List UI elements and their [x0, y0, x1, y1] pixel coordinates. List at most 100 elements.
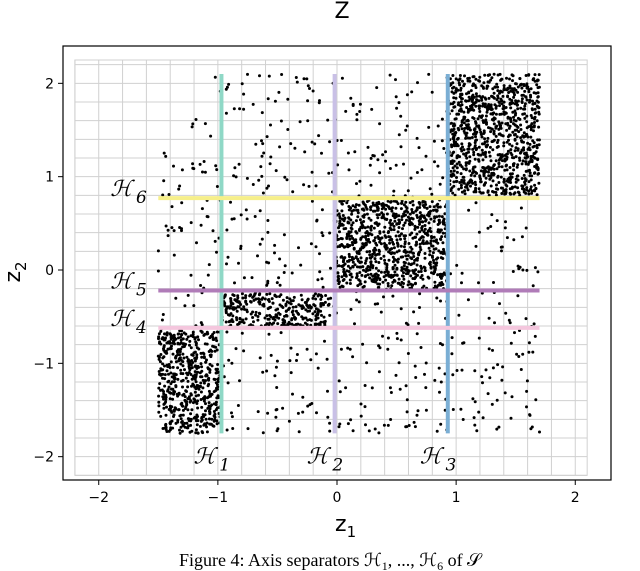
scatter-point	[316, 278, 320, 282]
dense-point-3	[351, 243, 355, 247]
dense-point-1	[183, 368, 186, 372]
scatter-point	[487, 96, 491, 100]
scatter-point	[260, 174, 264, 178]
scatter-point	[302, 77, 306, 81]
scatter-point	[280, 73, 284, 76]
dense-point-4	[524, 191, 528, 195]
dense-point-1	[163, 384, 167, 388]
dense-point-3	[367, 216, 371, 220]
scatter-point	[302, 183, 306, 187]
scatter-point	[409, 176, 413, 180]
scatter-point	[225, 330, 229, 334]
dense-point-4	[513, 185, 517, 189]
dense-point-2	[229, 297, 233, 300]
scatter-point	[517, 267, 521, 271]
dense-point-1	[200, 369, 204, 373]
scatter-point	[376, 302, 380, 306]
dense-point-1	[204, 402, 207, 406]
dense-point-3	[420, 220, 424, 224]
dense-point-1	[215, 368, 219, 372]
scatter-point	[278, 257, 282, 261]
dense-point-1	[190, 429, 194, 433]
dense-point-3	[341, 214, 345, 217]
dense-point-4	[530, 189, 534, 193]
scatter-point	[336, 163, 340, 167]
dense-point-4	[519, 83, 523, 86]
dense-point-4	[459, 172, 463, 176]
scatter-point	[358, 110, 362, 113]
dense-point-2	[279, 293, 283, 297]
dense-point-1	[167, 385, 171, 389]
dense-point-4	[531, 139, 535, 143]
scatter-point	[455, 263, 459, 267]
scatter-point	[515, 352, 519, 356]
dense-point-4	[492, 167, 496, 171]
dense-point-4	[485, 139, 489, 143]
dense-point-3	[436, 273, 440, 277]
dense-point-2	[291, 313, 295, 317]
scatter-point	[397, 361, 401, 365]
dense-point-4	[528, 171, 532, 175]
dense-point-1	[188, 400, 192, 404]
dense-point-4	[530, 160, 534, 164]
scatter-point	[417, 146, 421, 150]
dense-point-4	[488, 154, 492, 158]
dense-point-3	[350, 223, 354, 227]
dense-point-3	[429, 266, 433, 270]
scatter-point	[238, 379, 241, 383]
dense-point-4	[492, 132, 496, 136]
dense-point-4	[453, 164, 457, 168]
dense-point-2	[271, 301, 275, 305]
scatter-point	[462, 341, 466, 345]
dense-point-3	[429, 217, 433, 221]
scatter-point	[211, 229, 215, 233]
dense-point-4	[511, 79, 514, 83]
dense-point-4	[495, 183, 498, 187]
scatter-point	[460, 368, 464, 372]
scatter-point	[275, 359, 279, 363]
dense-point-4	[536, 86, 540, 90]
scatter-point	[278, 283, 282, 287]
dense-point-1	[184, 376, 188, 380]
dense-point-4	[510, 73, 514, 77]
dense-point-3	[393, 257, 396, 261]
dense-point-4	[450, 90, 454, 94]
dense-point-4	[537, 125, 541, 129]
dense-point-2	[284, 304, 288, 307]
dense-point-3	[421, 204, 425, 207]
dense-point-3	[402, 271, 405, 275]
dense-point-4	[469, 184, 472, 188]
dense-point-3	[363, 213, 367, 217]
scatter-point	[227, 82, 231, 86]
dense-point-3	[368, 253, 372, 257]
dense-point-4	[523, 182, 527, 186]
dense-point-3	[340, 209, 344, 213]
dense-point-4	[521, 159, 525, 163]
dense-point-2	[281, 298, 285, 302]
dense-point-1	[166, 380, 170, 384]
dense-point-3	[365, 257, 369, 260]
dense-point-2	[230, 306, 234, 310]
dense-point-4	[455, 166, 459, 170]
dense-point-3	[363, 280, 367, 284]
dense-point-3	[440, 281, 444, 284]
scatter-point	[320, 231, 324, 235]
dense-point-4	[487, 174, 491, 178]
scatter-point	[369, 156, 373, 160]
dense-point-1	[164, 413, 168, 417]
dense-point-1	[184, 400, 188, 403]
scatter-point	[338, 199, 342, 203]
scatter-point	[194, 118, 198, 121]
dense-point-4	[460, 165, 464, 169]
dense-point-1	[192, 383, 196, 387]
dense-point-4	[481, 119, 485, 123]
scatter-point	[274, 408, 278, 412]
dense-point-4	[508, 142, 512, 146]
scatter-point	[473, 369, 477, 373]
dense-point-2	[260, 297, 264, 301]
dense-point-3	[427, 228, 431, 232]
dense-point-4	[518, 156, 521, 160]
scatter-point	[534, 398, 538, 402]
scatter-point	[377, 431, 381, 435]
dense-point-3	[381, 215, 385, 219]
